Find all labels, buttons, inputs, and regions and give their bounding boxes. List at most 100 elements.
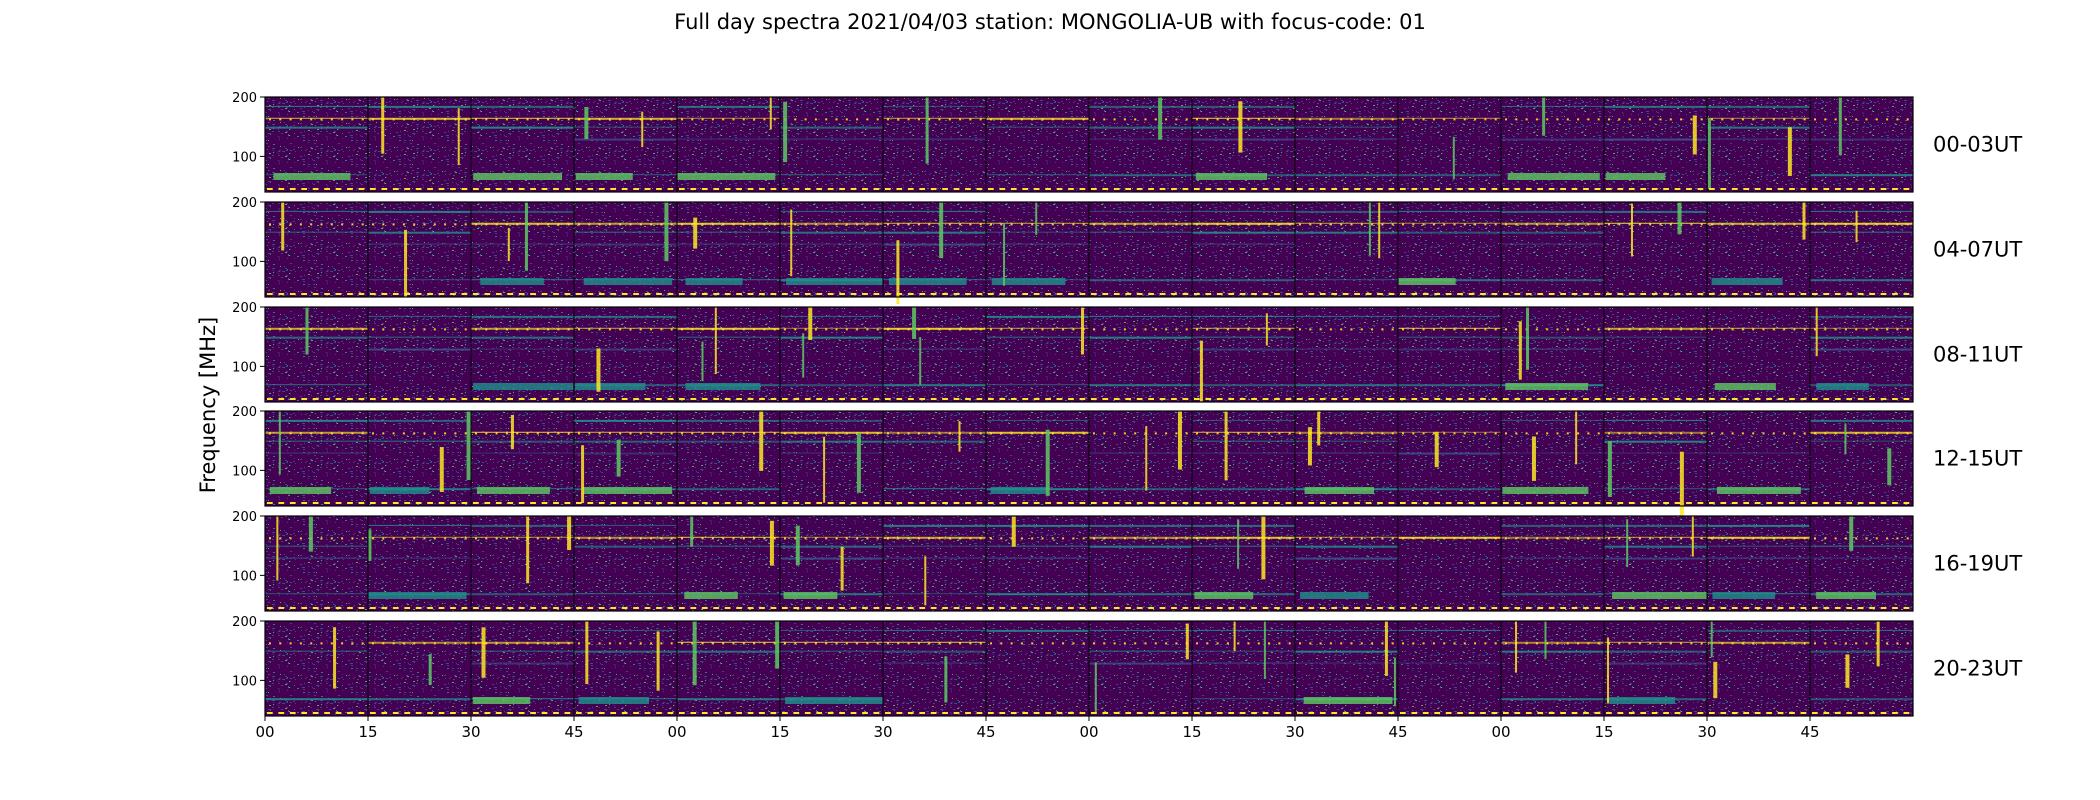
spectrum-panel	[367, 202, 471, 297]
spectrum-panel	[779, 307, 883, 402]
spectrum-panel	[1603, 621, 1707, 716]
spectra-row-00-03UT: 100 200 00-03UT	[232, 91, 2022, 193]
spectrum-panel	[264, 307, 368, 402]
spectrum-panel	[1397, 97, 1501, 192]
spectrum-panel	[882, 307, 986, 402]
spectrum-panel	[1603, 411, 1707, 522]
spectrum-panel	[1088, 307, 1192, 402]
x-tick-label: 30	[873, 723, 892, 741]
spectra-row-04-07UT: 100 200 04-07UT	[232, 196, 2022, 305]
chart-title: Full day spectra 2021/04/03 station: MON…	[674, 10, 1426, 34]
x-tick-label: 45	[976, 723, 995, 741]
spectrum-panel	[882, 411, 986, 506]
spectrum-panel	[264, 411, 368, 506]
spectrum-panel	[1809, 202, 1913, 297]
y-tick-label: 100	[232, 674, 257, 689]
spectrum-panel	[1294, 202, 1398, 297]
spectrum-panel	[264, 621, 368, 716]
x-tick-label: 45	[1388, 723, 1407, 741]
spectrum-panel	[985, 202, 1089, 297]
spectrum-panel	[1706, 516, 1810, 611]
spectrum-panel	[264, 202, 368, 297]
spectrum-panel	[1294, 307, 1398, 402]
spectrum-panel	[470, 516, 574, 611]
y-tick-label: 200	[232, 196, 257, 211]
spectrum-panel	[1603, 97, 1707, 192]
spectrum-panel	[1191, 621, 1295, 716]
spectrum-panel	[1500, 516, 1604, 611]
spectrum-panel	[676, 621, 780, 716]
spectrum-panel	[573, 202, 677, 297]
spectrum-panel	[1191, 202, 1295, 297]
spectrum-panel	[367, 307, 471, 402]
spectrum-panel	[367, 411, 471, 506]
spectrum-panel	[779, 516, 883, 611]
x-tick-label: 30	[1697, 723, 1716, 741]
spectrum-panel	[1706, 621, 1810, 716]
x-tick-label: 00	[255, 723, 274, 741]
spectrum-panel	[1809, 621, 1913, 716]
spectrum-panel	[1397, 202, 1501, 297]
y-tick-label: 200	[232, 510, 257, 525]
spectrum-panel	[779, 202, 886, 297]
x-tick-label: 00	[1491, 723, 1510, 741]
y-tick-label: 200	[232, 91, 257, 106]
spectrum-panel	[1809, 411, 1913, 506]
spectrum-panel	[1603, 202, 1707, 297]
x-axis: 00 15 30 45 00 15 30 45 00 15 30 45 00 15 30 45	[255, 716, 1820, 741]
x-tick-label: 00	[1079, 723, 1098, 741]
spectrum-panel	[985, 621, 1089, 716]
spectrum-panel	[367, 516, 471, 611]
spectrum-panel	[1500, 621, 1604, 716]
spectrum-panel	[367, 97, 471, 192]
spectrum-panel	[882, 516, 986, 611]
spectrum-panel	[1191, 516, 1295, 611]
spectrum-panel	[1603, 516, 1715, 611]
y-tick-label: 200	[232, 615, 257, 630]
row-label: 04-07UT	[1933, 238, 2022, 262]
spectrum-panel	[1809, 97, 1913, 192]
spectrum-panel	[470, 202, 574, 297]
spectrum-panel	[1500, 97, 1604, 192]
spectrum-panel	[573, 621, 677, 716]
row-frame	[264, 306, 1914, 403]
spectrum-panel	[1809, 307, 1913, 402]
spectrum-panel	[1603, 307, 1707, 402]
y-tick-label: 200	[232, 301, 257, 316]
row-frame	[264, 201, 1914, 298]
spectrum-panel	[264, 516, 368, 611]
spectrum-panel	[1397, 307, 1501, 402]
x-tick-label: 15	[770, 723, 789, 741]
y-tick-label: 100	[232, 360, 257, 375]
spectrum-panel	[1088, 411, 1192, 506]
spectrum-panel	[1397, 621, 1501, 716]
spectrum-panel	[1294, 621, 1398, 716]
spectrum-panel	[1706, 202, 1810, 297]
spectrum-panel	[573, 97, 677, 192]
spectrum-panel	[779, 97, 883, 192]
spectrum-panel	[573, 516, 677, 611]
row-label: 20-23UT	[1933, 657, 2022, 681]
x-tick-label: 30	[461, 723, 480, 741]
spectrum-panel	[470, 621, 574, 716]
spectrum-panel	[1500, 307, 1604, 402]
spectra-row-12-15UT: 100 200 12-15UT	[232, 405, 2022, 522]
spectrum-panel	[1191, 411, 1295, 506]
spectrum-panel	[264, 97, 368, 192]
spectrum-panel	[1500, 202, 1604, 297]
spectrum-panel	[882, 621, 986, 716]
y-tick-label: 200	[232, 405, 257, 420]
spectra-row-20-23UT: 100 200 20-23UT	[232, 615, 2022, 717]
spectrum-panel	[367, 621, 471, 716]
spectrum-panel	[676, 97, 780, 192]
spectrum-panel	[1088, 97, 1192, 192]
spectra-row-16-19UT: 100 200 16-19UT	[232, 510, 2022, 612]
spectrum-panel	[985, 516, 1089, 611]
spectrum-panel	[1294, 97, 1398, 192]
spectrum-panel	[1809, 516, 1913, 611]
spectrum-panel	[676, 202, 780, 297]
spectrum-panel	[1500, 411, 1604, 506]
y-tick-label: 100	[232, 464, 257, 479]
spectrum-panel	[1088, 621, 1192, 716]
y-tick-label: 100	[232, 569, 257, 584]
